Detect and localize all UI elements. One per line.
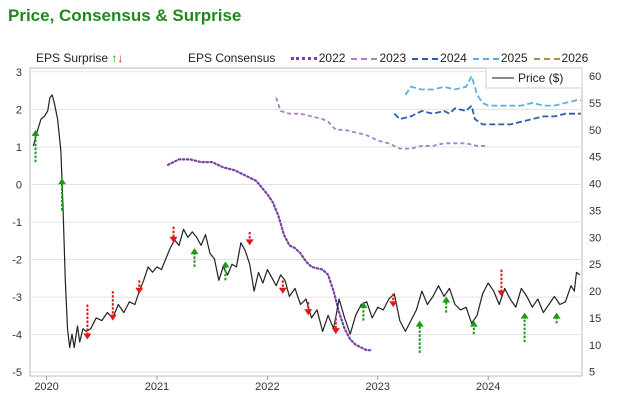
left-axis-ticks: 3 2 1 0 -1 -2 -3 -4 -5 <box>12 67 22 379</box>
consensus-line-2022 <box>166 158 374 352</box>
legend-year-label: 2024 <box>440 51 467 65</box>
surprise-arrow-down <box>108 291 117 321</box>
right-tick-label: 45 <box>589 152 601 164</box>
right-tick-label: 55 <box>589 98 601 110</box>
right-tick-label: 35 <box>589 205 601 217</box>
right-tick-label: 30 <box>589 232 601 244</box>
consensus-legend-label: EPS Consensus <box>188 51 276 65</box>
right-tick-label: 15 <box>589 313 601 325</box>
x-tick-label: 2021 <box>145 381 169 393</box>
surprise-arrows <box>31 129 561 353</box>
left-tick-label: 2 <box>16 104 22 116</box>
consensus-legend-item-2024: 2024 <box>412 51 467 65</box>
page-title: Price, Consensus & Surprise <box>8 6 242 25</box>
x-axis-ticks: 2020 2021 2022 2023 2024 <box>34 376 500 393</box>
right-tick-label: 5 <box>589 367 595 379</box>
right-tick-label: 40 <box>589 179 601 191</box>
legend-year-label: 2023 <box>379 51 407 65</box>
legend-swatch <box>472 57 499 60</box>
surprise-legend-label: EPS Surprise <box>36 51 109 65</box>
x-tick-label: 2022 <box>255 381 279 393</box>
surprise-arrow-down <box>389 293 398 308</box>
surprise-arrow-up <box>442 296 451 313</box>
price-legend: Price ($) <box>485 67 583 89</box>
left-tick-label: -1 <box>12 217 22 229</box>
right-tick-label: 50 <box>589 125 601 137</box>
surprise-arrow-down <box>331 317 340 335</box>
consensus-legend-item-2023: 2023 <box>351 51 406 65</box>
arrow-down-icon: ↓ <box>117 51 124 65</box>
left-tick-label: 3 <box>16 67 22 79</box>
surprise-arrow-up <box>469 320 478 335</box>
x-tick-label: 2024 <box>476 381 500 393</box>
left-tick-label: -4 <box>12 330 22 342</box>
right-tick-label: 25 <box>589 259 601 271</box>
consensus-line-2025 <box>404 73 581 107</box>
price-line <box>32 94 581 349</box>
price-legend-label: Price ($) <box>518 71 563 85</box>
left-tick-label: -2 <box>12 255 22 267</box>
right-tick-label: 60 <box>589 71 601 83</box>
legend-year-label: 2026 <box>561 51 589 65</box>
grid-lines <box>30 71 582 373</box>
left-tick-label: -3 <box>12 292 22 304</box>
consensus-legend: EPS Consensus 2022 2023 2024 2025 2026 <box>188 51 588 65</box>
x-tick-label: 2023 <box>366 381 390 393</box>
surprise-arrow-down <box>497 269 506 297</box>
surprise-arrow-down <box>278 280 287 294</box>
surprise-arrow-up <box>221 261 230 281</box>
surprise-arrow-down <box>83 304 92 340</box>
legend-year-label: 2022 <box>318 51 346 65</box>
left-tick-label: 0 <box>16 179 22 191</box>
left-tick-label: -5 <box>12 367 22 379</box>
legend-swatch <box>290 57 317 61</box>
surprise-legend: EPS Surprise ↑↓ <box>36 51 123 65</box>
surprise-arrow-up <box>31 129 40 163</box>
surprise-arrow-up <box>552 312 561 324</box>
surprise-arrow-down <box>169 226 178 243</box>
right-axis-ticks: 60 55 50 45 40 35 30 25 20 15 10 5 <box>589 71 601 379</box>
consensus-legend-item-2025: 2025 <box>472 51 528 65</box>
price-line-group <box>32 94 581 349</box>
left-tick-label: 1 <box>16 142 22 154</box>
legend-year-label: 2025 <box>500 51 528 65</box>
legend-swatch <box>533 57 560 60</box>
right-tick-label: 10 <box>589 340 601 352</box>
legend-swatch <box>412 57 439 60</box>
right-tick-label: 20 <box>589 286 601 298</box>
x-tick-label: 2020 <box>34 381 58 393</box>
surprise-arrow-up <box>190 248 199 267</box>
legend-swatch <box>351 57 378 60</box>
consensus-line-2023 <box>275 97 489 150</box>
surprise-arrow-up <box>415 320 424 353</box>
consensus-legend-items: 2022 2023 2024 2025 2026 <box>285 51 589 65</box>
consensus-legend-item-2026: 2026 <box>533 51 589 65</box>
surprise-arrow-up <box>58 178 67 211</box>
consensus-legend-item-2022: 2022 <box>290 51 346 65</box>
surprise-arrow-down <box>245 231 254 246</box>
surprise-arrow-down <box>304 301 313 316</box>
arrow-up-icon: ↑ <box>111 51 118 65</box>
surprise-arrow-down <box>135 280 144 294</box>
surprise-arrow-up <box>520 312 529 343</box>
consensus-line-2024 <box>393 103 581 126</box>
surprise-arrow-up <box>359 301 368 321</box>
